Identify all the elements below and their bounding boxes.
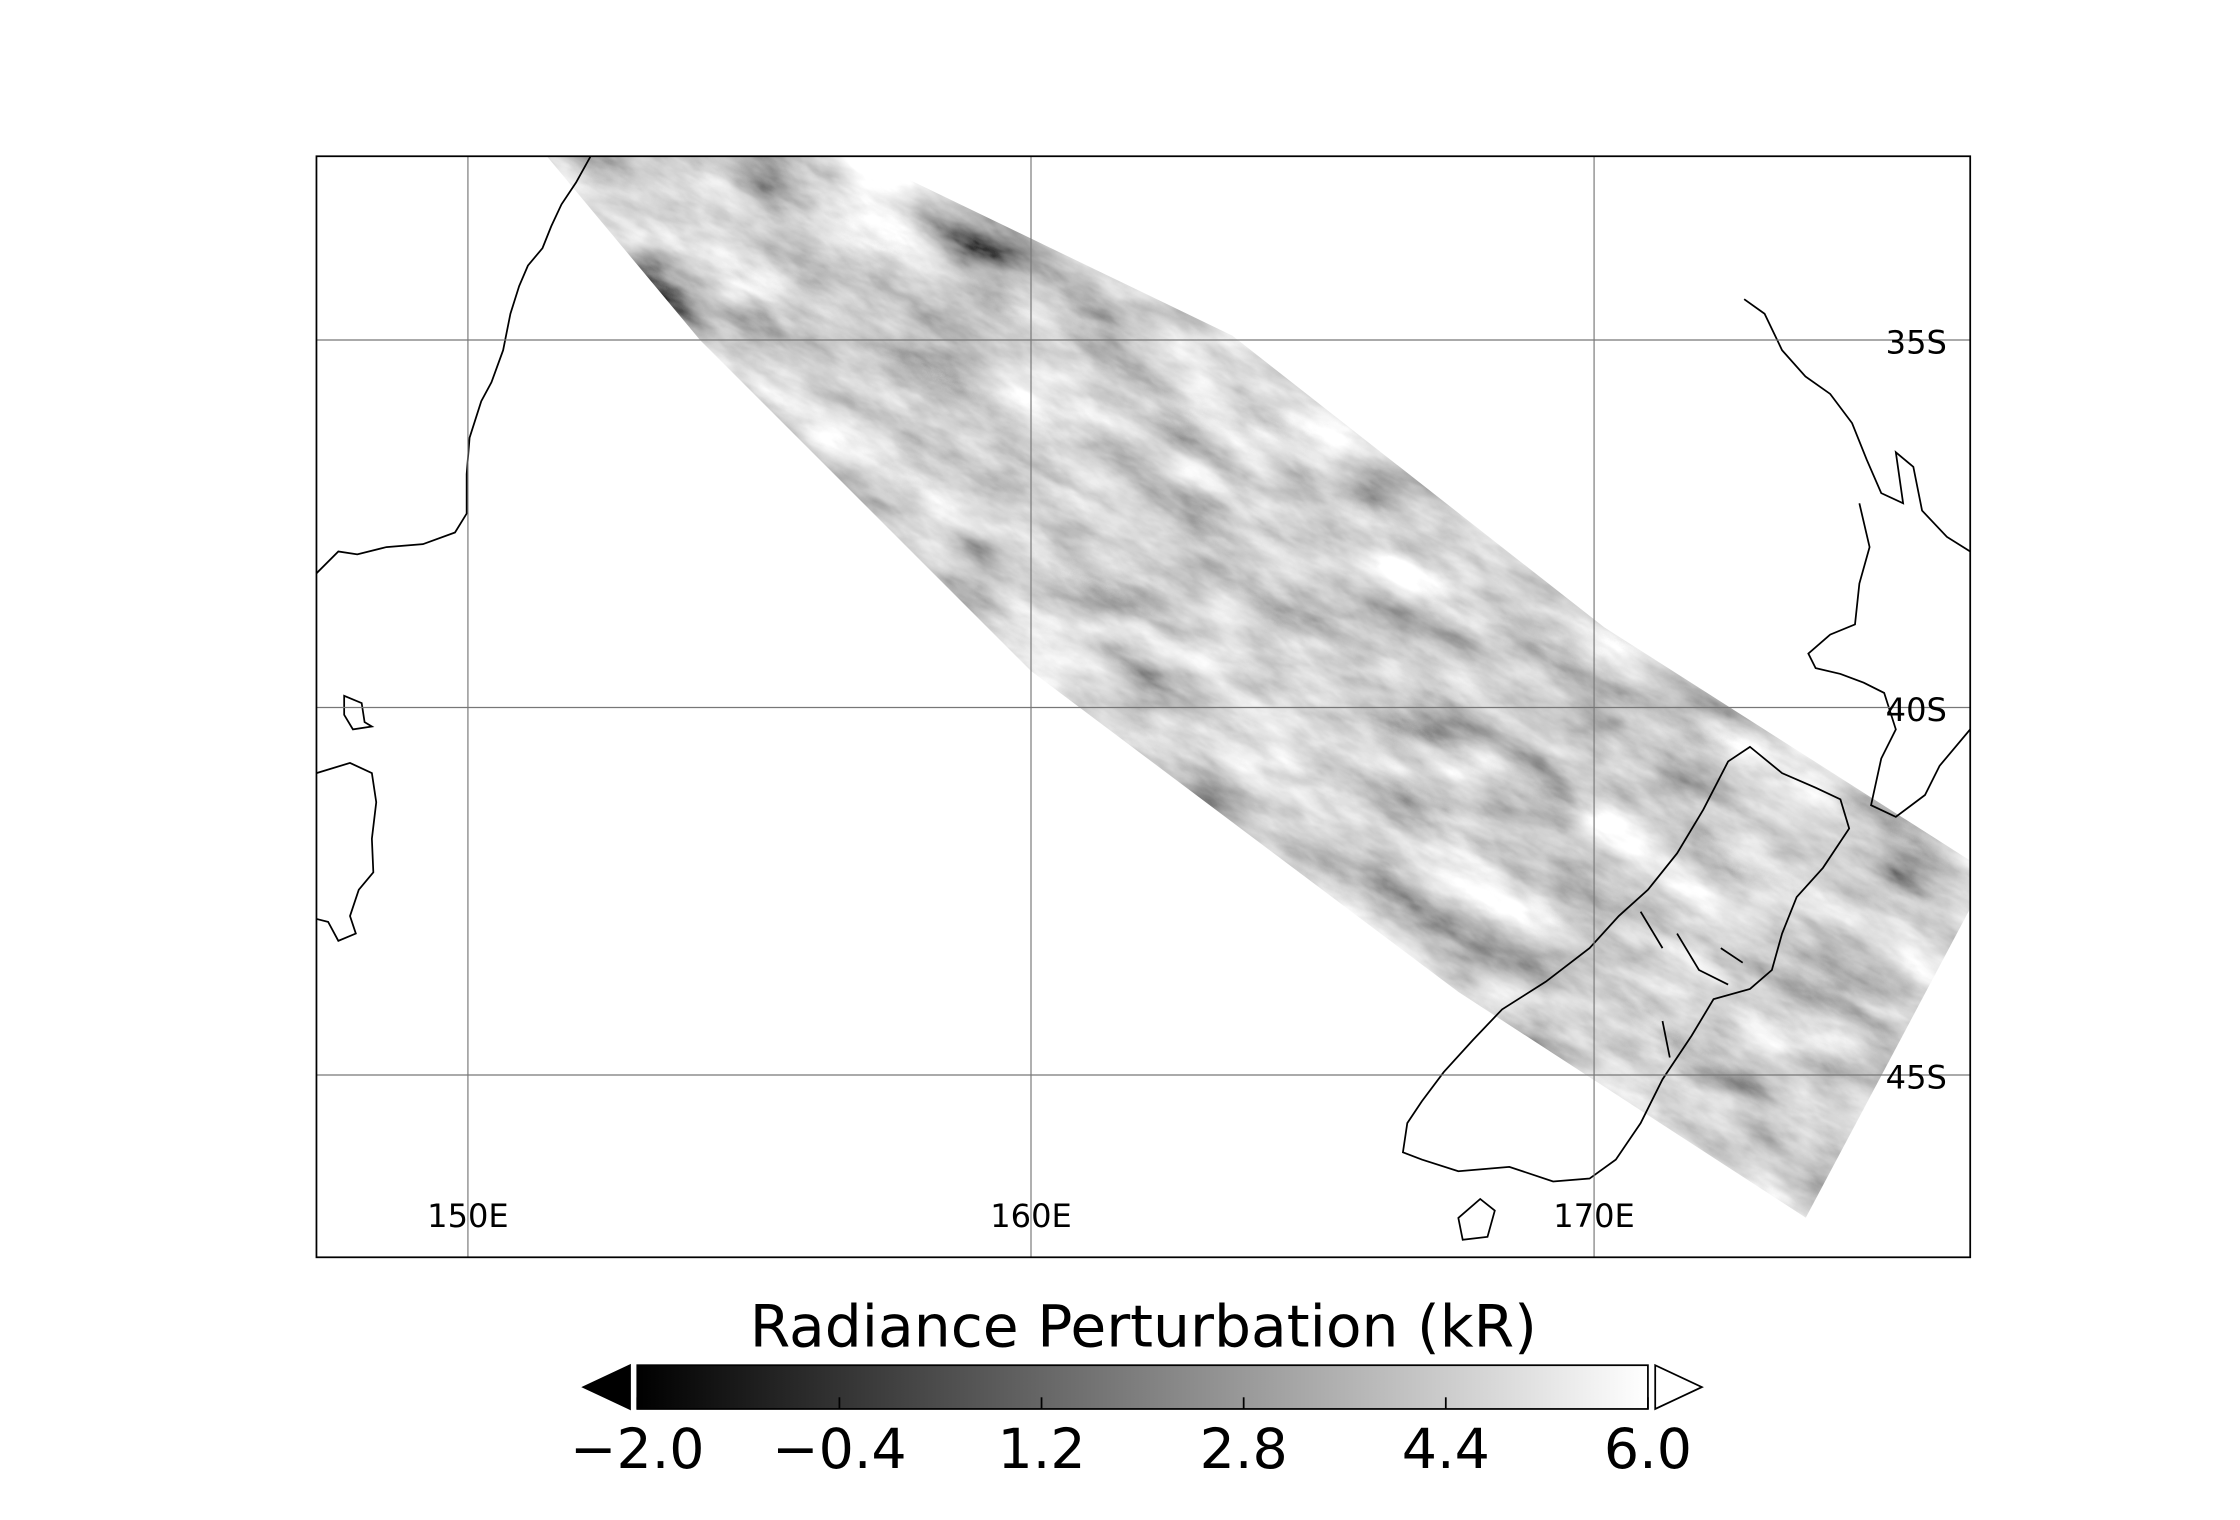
nz-lakes bbox=[1639, 911, 1744, 1058]
colorbar-tick-label: 4.4 bbox=[1402, 1418, 1490, 1482]
lat-label: 45S bbox=[1886, 1058, 1947, 1096]
map-frame bbox=[315, 155, 1972, 1259]
lon-label: 170E bbox=[1553, 1197, 1635, 1235]
colorbar-tick-label: 1.2 bbox=[997, 1418, 1085, 1482]
colorbar-tick-label: −2.0 bbox=[570, 1418, 705, 1482]
coastline-tasmania bbox=[316, 694, 378, 942]
graticule bbox=[316, 156, 1971, 1258]
colorbar-tick-label: 2.8 bbox=[1200, 1418, 1288, 1482]
graticule-labels: 150E 160E 170E 35S 40S 45S bbox=[427, 323, 1947, 1235]
lon-label: 160E bbox=[990, 1197, 1072, 1235]
colorbar-label: Radiance Perturbation (kR) bbox=[750, 1292, 1537, 1360]
lat-label: 35S bbox=[1886, 323, 1947, 361]
colorbar-extend-high bbox=[1654, 1363, 1704, 1411]
lon-label: 150E bbox=[427, 1197, 509, 1235]
coastline-australia bbox=[316, 156, 592, 574]
coastline-nz-south bbox=[1401, 745, 1851, 1241]
colorbar-tick-label: 6.0 bbox=[1604, 1418, 1692, 1482]
lat-label: 40S bbox=[1886, 691, 1947, 729]
colorbar: Radiance Perturbation (kR) −2.0 −0.4 1.2 2.… bbox=[570, 1292, 1704, 1482]
coastline-nz-north bbox=[1743, 298, 1971, 818]
colorbar-body bbox=[636, 1364, 1649, 1410]
colorbar-tick-label: −0.4 bbox=[772, 1418, 907, 1482]
colorbar-extend-low bbox=[581, 1363, 631, 1411]
